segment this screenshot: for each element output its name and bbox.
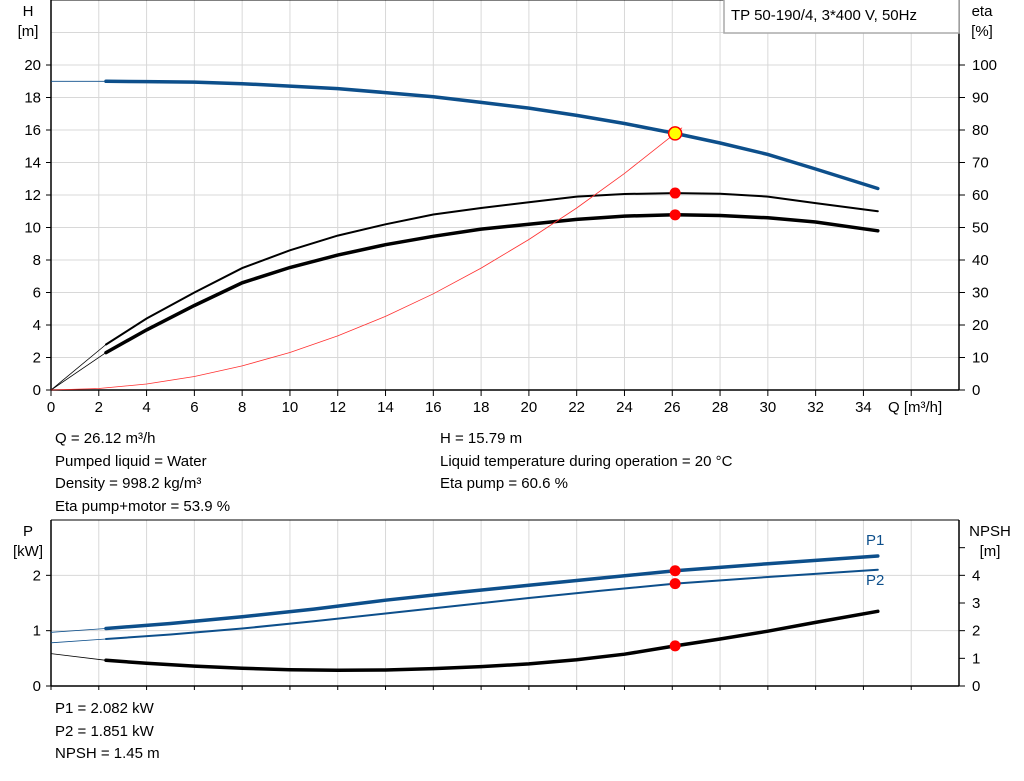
y-tick-label-left: 16 bbox=[24, 122, 41, 139]
y-tick-label-left: 0 bbox=[33, 678, 41, 695]
y-tick-label-right: 100 bbox=[972, 57, 997, 74]
x-tick-label: 16 bbox=[425, 399, 442, 416]
y-tick-label-left: 2 bbox=[33, 567, 41, 584]
operating-point-P2 bbox=[669, 578, 681, 590]
series-extension-eta-pump-motor bbox=[50, 352, 107, 391]
y-tick-label-right: 50 bbox=[972, 220, 989, 237]
x-tick-label: 4 bbox=[142, 399, 150, 416]
y-tick-label-right: 60 bbox=[972, 187, 989, 204]
operating-point-eta-pump bbox=[669, 187, 681, 199]
info-top-right: H = 15.79 m Liquid temperature during op… bbox=[440, 428, 732, 496]
x-tick-label: 10 bbox=[282, 399, 299, 416]
y-tick-label-left: 18 bbox=[24, 90, 41, 107]
y-axis-unit-left: [m] bbox=[18, 23, 39, 40]
info-top-left: Q = 26.12 m³/h Pumped liquid = Water Den… bbox=[55, 428, 230, 518]
x-tick-label: 20 bbox=[521, 399, 538, 416]
y-tick-label-left: 1 bbox=[33, 623, 41, 640]
series-line-P1 bbox=[104, 554, 880, 631]
operating-point-eta-pump-motor bbox=[669, 209, 681, 221]
x-tick-label: 22 bbox=[568, 399, 585, 416]
series-extension-P2 bbox=[50, 638, 107, 644]
y-tick-label-left: 8 bbox=[33, 252, 41, 269]
series-label-P2: P2 bbox=[866, 572, 884, 589]
y-tick-label-left: 2 bbox=[33, 350, 41, 367]
y-axis-unit-right: [%] bbox=[971, 23, 993, 40]
series-extension-NPSH bbox=[50, 653, 107, 661]
series-line-H bbox=[104, 79, 880, 191]
info-temperature: Liquid temperature during operation = 20… bbox=[440, 452, 733, 470]
x-tick-label: 14 bbox=[377, 399, 394, 416]
y-tick-label-left: 10 bbox=[24, 220, 41, 237]
series-line-eta-pump bbox=[105, 192, 879, 346]
x-tick-label: 8 bbox=[238, 399, 246, 416]
y-tick-label-left: 6 bbox=[33, 285, 41, 302]
series-line-eta-pump-motor bbox=[104, 213, 880, 355]
series-label-P1: P1 bbox=[866, 532, 884, 549]
y-axis-label-left: H bbox=[23, 3, 34, 20]
y-tick-label-left: 14 bbox=[24, 155, 41, 172]
legend-box bbox=[723, 0, 960, 34]
x-tick-label: 12 bbox=[329, 399, 346, 416]
y-tick-label-left: 12 bbox=[24, 187, 41, 204]
series-line-NPSH bbox=[104, 609, 880, 672]
y-tick-label-right: 0 bbox=[972, 678, 980, 695]
info-eta-pump-motor: Eta pump+motor = 53.9 % bbox=[55, 497, 231, 515]
y-axis-unit-left: [kW] bbox=[13, 543, 43, 560]
y-tick-label-left: 4 bbox=[33, 317, 41, 334]
x-tick-label: 32 bbox=[807, 399, 824, 416]
x-tick-label: 30 bbox=[759, 399, 776, 416]
info-p1: P1 = 2.082 kW bbox=[55, 700, 154, 717]
y-tick-label-right: 3 bbox=[972, 595, 980, 612]
x-tick-label: 28 bbox=[712, 399, 729, 416]
y-tick-label-right: 80 bbox=[972, 122, 989, 139]
y-tick-label-right: 10 bbox=[972, 350, 989, 367]
y-tick-label-right: 40 bbox=[972, 252, 989, 269]
x-tick-label: 18 bbox=[473, 399, 490, 416]
x-axis-label: Q [m³/h] bbox=[888, 399, 942, 416]
x-tick-label: 6 bbox=[190, 399, 198, 416]
series-line-system-curve bbox=[50, 127, 683, 391]
x-tick-label: 24 bbox=[616, 399, 633, 416]
x-tick-label: 2 bbox=[95, 399, 103, 416]
y-tick-label-right: 1 bbox=[972, 650, 980, 667]
y-tick-label-left: 20 bbox=[24, 57, 41, 74]
operating-point-P1 bbox=[669, 565, 681, 577]
y-tick-label-right: 2 bbox=[972, 623, 980, 640]
x-tick-label: 0 bbox=[47, 399, 55, 416]
info-p2: P2 = 1.851 kW bbox=[55, 722, 154, 740]
y-tick-label-right: 4 bbox=[972, 567, 980, 584]
info-density: Density = 998.2 kg/m³ bbox=[55, 475, 202, 492]
y-tick-label-right: 0 bbox=[972, 382, 980, 399]
y-tick-label-left: 0 bbox=[33, 382, 41, 399]
y-tick-label-right: 30 bbox=[972, 285, 989, 302]
info-npsh: NPSH = 1.45 m bbox=[55, 745, 160, 762]
series-extension-eta-pump bbox=[50, 344, 107, 391]
info-liquid: Pumped liquid = Water bbox=[55, 452, 207, 470]
y-axis-label-left: P bbox=[23, 523, 33, 540]
series-extension-P1 bbox=[50, 628, 107, 633]
x-tick-label: 34 bbox=[855, 399, 872, 416]
y-tick-label-right: 20 bbox=[972, 317, 989, 334]
info-eta-pump: Eta pump = 60.6 % bbox=[440, 475, 568, 492]
info-q: Q = 26.12 m³/h bbox=[55, 430, 156, 447]
operating-point-H bbox=[667, 126, 683, 141]
y-axis-label-right: NPSH bbox=[969, 523, 1011, 540]
y-tick-label-right: 90 bbox=[972, 90, 989, 107]
series-line-P2 bbox=[105, 568, 879, 640]
y-tick-label-right: 70 bbox=[972, 155, 989, 172]
info-h: H = 15.79 m bbox=[440, 430, 523, 447]
x-tick-label: 26 bbox=[664, 399, 681, 416]
y-axis-unit-right: [m] bbox=[980, 543, 1001, 560]
info-bottom: P1 = 2.082 kW P2 = 1.851 kW NPSH = 1.45 … bbox=[55, 698, 160, 766]
y-axis-label-right: eta bbox=[972, 3, 994, 20]
legend-title: TP 50-190/4, 3*400 V, 50Hz bbox=[731, 7, 917, 24]
operating-point-NPSH bbox=[669, 640, 681, 652]
